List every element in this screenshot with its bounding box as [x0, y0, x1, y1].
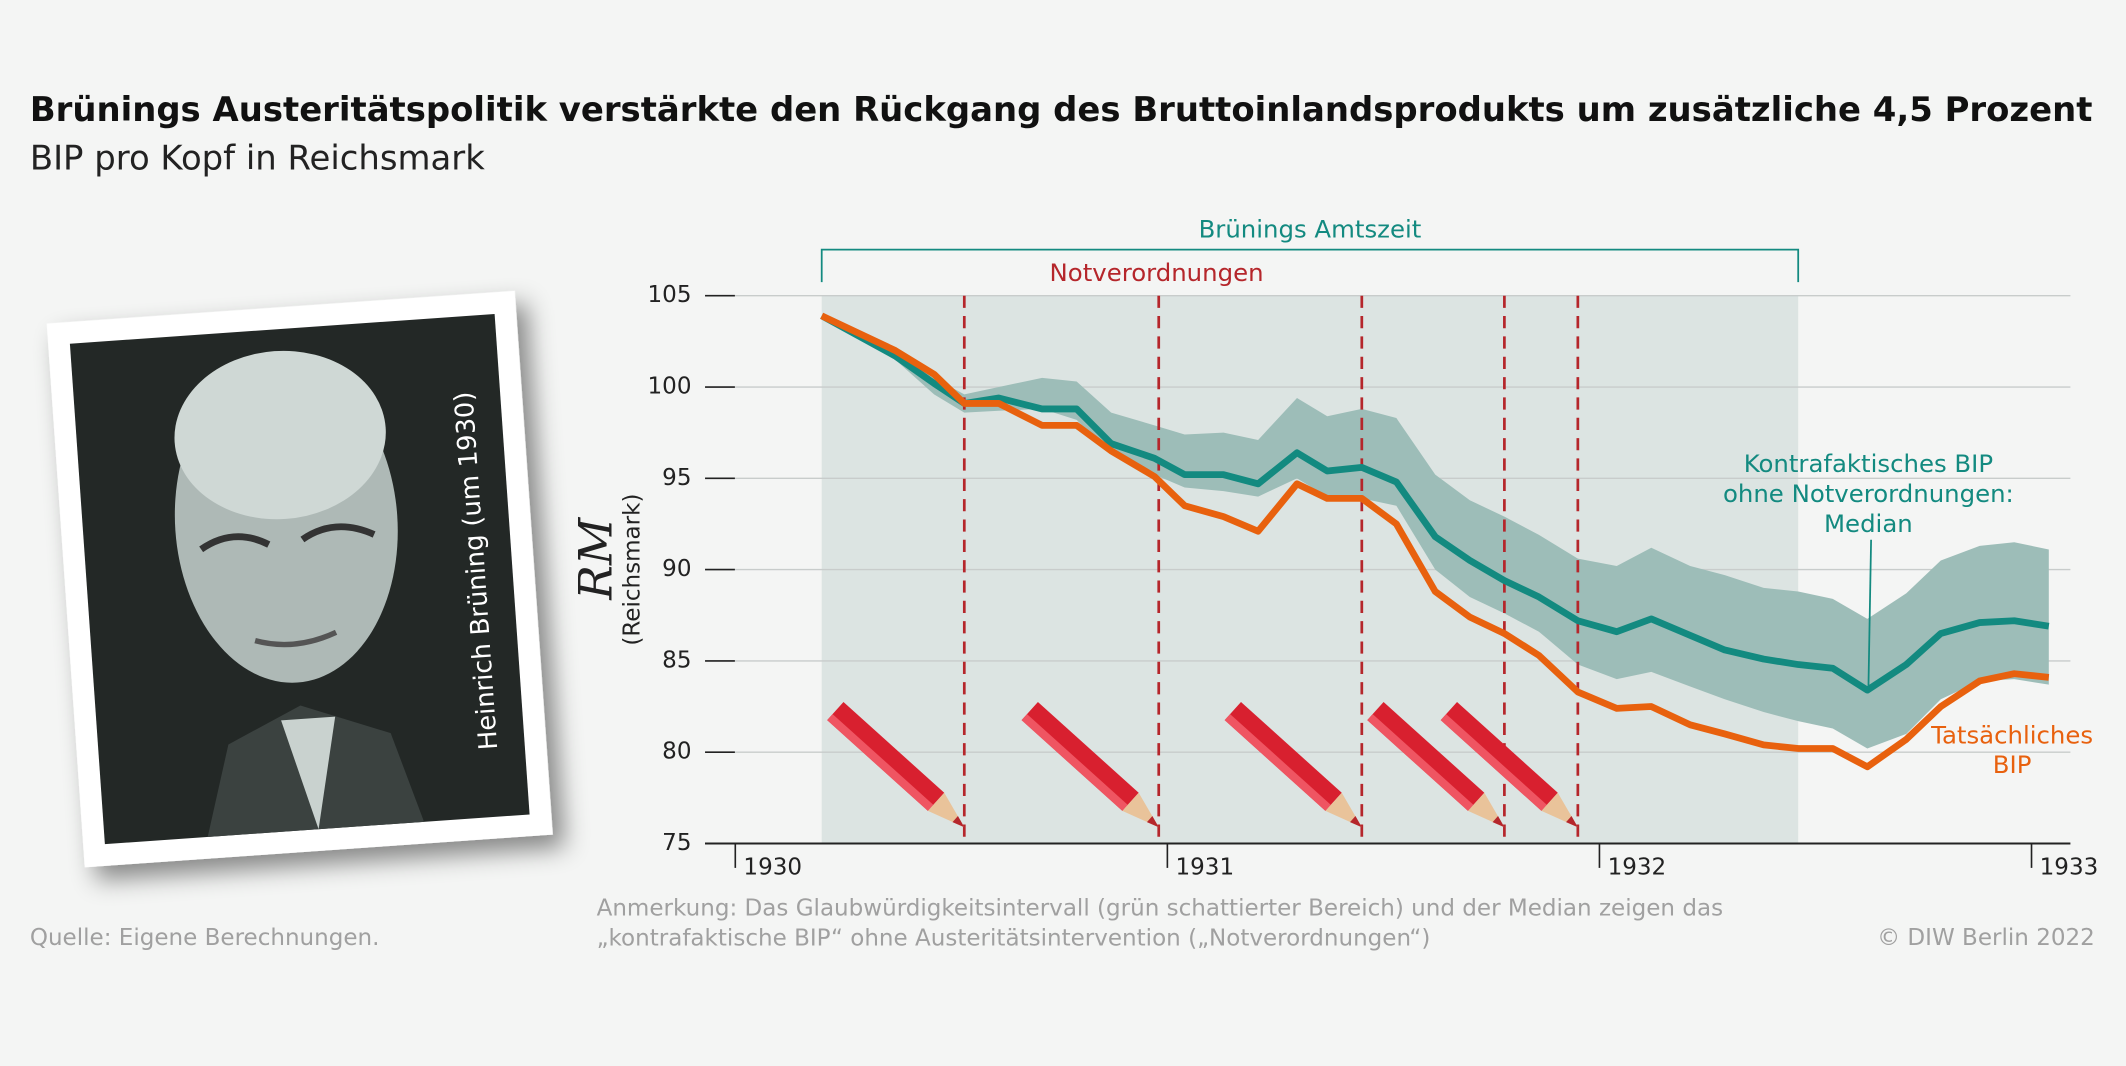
- text-line: ohne Notverordnungen:: [1723, 479, 2014, 508]
- series-line: [820, 312, 2050, 694]
- y-tick-label: 95: [662, 465, 691, 491]
- text-line: „kontrafaktische BIP“ ohne Austeritätsin…: [597, 925, 1431, 951]
- y-axis-sublabel: (Reichsmark): [620, 494, 646, 646]
- y-tick-label: 105: [648, 282, 692, 308]
- x-tick-label: 1930: [743, 854, 802, 880]
- photo-shape: [254, 629, 338, 648]
- pencil: [1224, 702, 1362, 828]
- pencil-body-light: [1367, 714, 1474, 811]
- pencil-body: [1224, 702, 1342, 811]
- pencil-wood: [1325, 792, 1362, 828]
- plot: 75 80 85 90 95 100 105 Brünings Amtszeit Notvero…: [648, 215, 2099, 881]
- pencil-body: [1440, 702, 1558, 811]
- photo-shape: [281, 716, 336, 830]
- pencil-tip: [1350, 816, 1362, 828]
- photo: Heinrich Brüning (um 1930): [46, 290, 553, 868]
- pencil-body-light: [1224, 714, 1331, 811]
- period-bracket: [820, 248, 1800, 283]
- events-label: Notverordnungen: [1050, 258, 1264, 287]
- label-pointer: [1867, 539, 1872, 691]
- y-axis-label: RM: [568, 516, 622, 601]
- x-tick-label: 1931: [1176, 854, 1235, 880]
- photo-shape: [174, 350, 386, 520]
- y-tick-label: 85: [662, 647, 691, 673]
- y-tick-label: 75: [662, 830, 691, 856]
- photo-shape: [199, 523, 376, 553]
- pencil-body-light: [1021, 714, 1128, 811]
- text-line: Tatsächliches: [1930, 720, 2093, 749]
- pencil: [827, 702, 965, 828]
- pencil-tip: [1566, 816, 1578, 828]
- chart-subtitle: BIP pro Kopf in Reichsmark: [30, 139, 485, 178]
- x-tick-label: 1932: [1608, 854, 1667, 880]
- series-line: [820, 312, 2050, 771]
- pencil: [1367, 702, 1505, 828]
- pencil: [1021, 702, 1159, 828]
- pencil-body-light: [1440, 714, 1547, 811]
- series-label: Tatsächliches BIP: [1930, 720, 2093, 779]
- chart-title: Brünings Austeritätspolitik verstärkte d…: [30, 90, 2093, 129]
- pencil: [1440, 702, 1578, 828]
- pencil-tip: [1146, 816, 1159, 828]
- pencil-body: [1021, 702, 1139, 811]
- pencil-wood: [1541, 792, 1578, 828]
- pencil-body: [827, 702, 945, 811]
- text-line: Kontrafaktisches BIP: [1744, 449, 1993, 478]
- period-label: Brünings Amtszeit: [1199, 215, 1422, 244]
- pencil-wood: [927, 792, 965, 828]
- copyright: © DIW Berlin 2022: [1877, 925, 2095, 951]
- text-line: Anmerkung: Das Glaubwürdigkeitsintervall…: [597, 895, 1723, 921]
- pencil-wood: [1468, 792, 1505, 828]
- pencil-tip: [952, 816, 965, 828]
- y-tick-label: 80: [662, 739, 691, 765]
- pencil-wood: [1122, 792, 1159, 828]
- note: Anmerkung: Das Glaubwürdigkeitsintervall…: [597, 895, 1723, 951]
- text-line: BIP: [1993, 750, 2032, 779]
- y-tick-label: 90: [662, 556, 691, 582]
- pencil-body: [1367, 702, 1485, 811]
- x-tick-label: 1933: [2040, 854, 2099, 880]
- source: Quelle: Eigene Berechnungen.: [30, 925, 380, 951]
- y-tick-label: 100: [648, 374, 692, 400]
- pencil-body-light: [827, 714, 934, 811]
- text-line: Median: [1824, 509, 1913, 538]
- series-label: Kontrafaktisches BIP ohne Notverordnungen…: [1723, 449, 2014, 538]
- pencil-tip: [1492, 816, 1505, 828]
